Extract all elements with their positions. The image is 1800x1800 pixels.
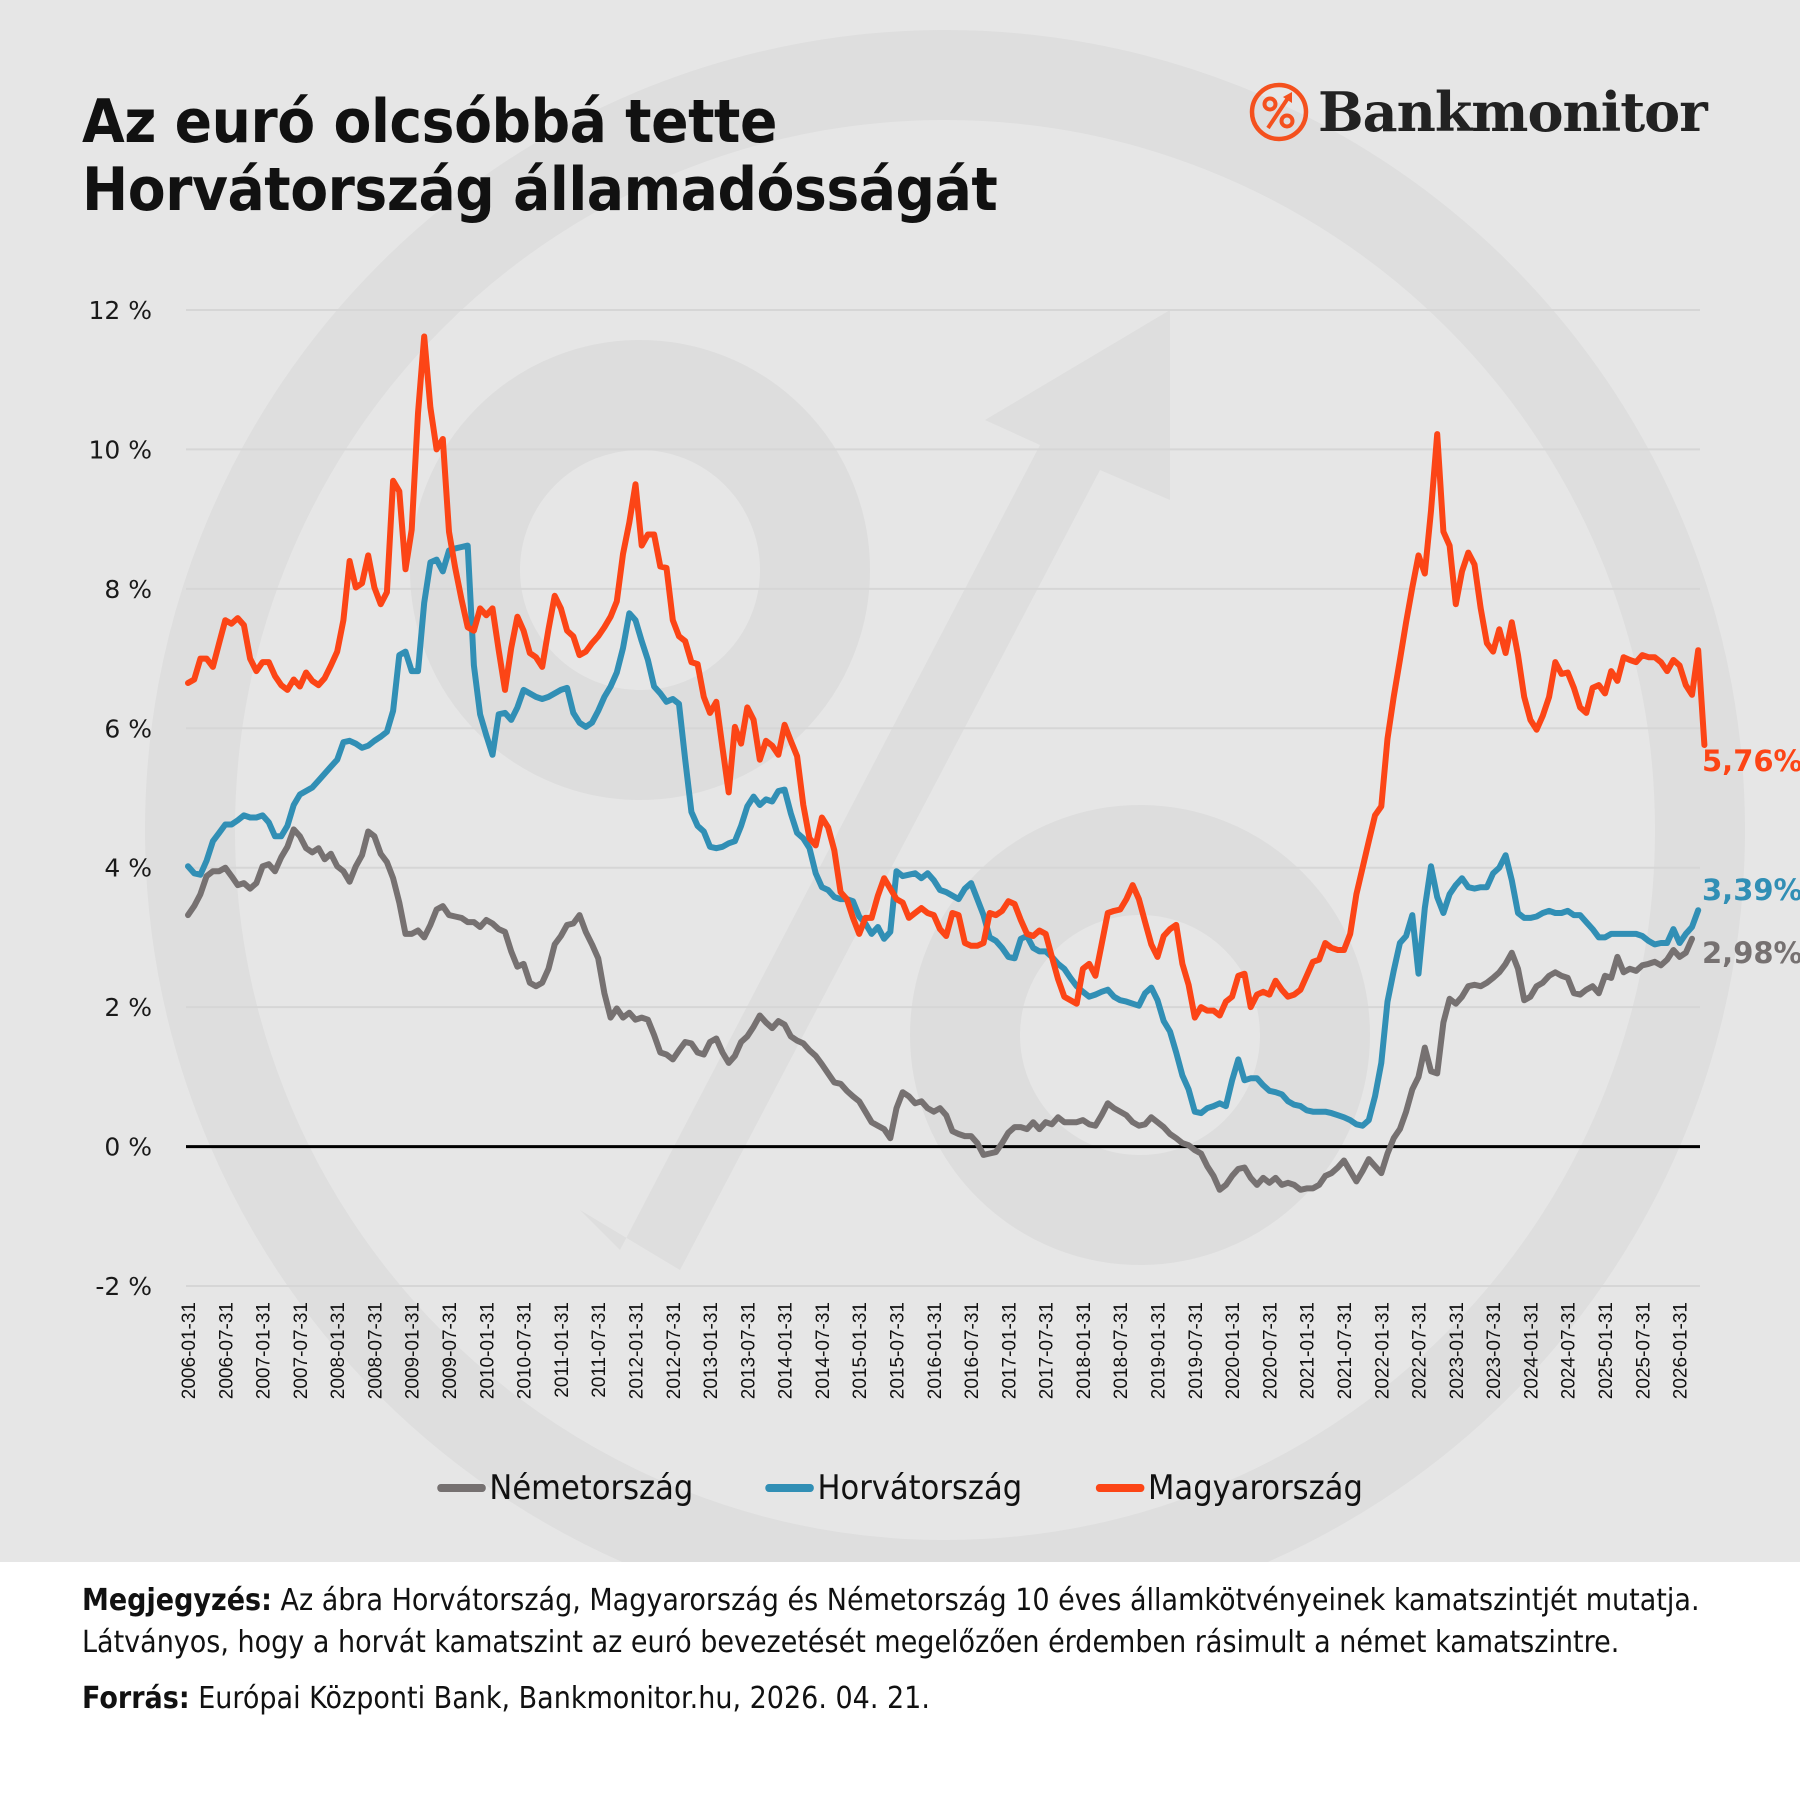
- x-tick-label: 2019-07-31: [1186, 1302, 1207, 1399]
- x-tick-label: 2025-07-31: [1633, 1302, 1654, 1399]
- line-chart: -2 %0 %2 %4 %6 %8 %10 %12 % 2006-01-31 20…: [88, 296, 1800, 1399]
- brand-logo: Bankmonitor: [1248, 74, 1708, 150]
- end-label-magyarország: 5,76%: [1702, 744, 1800, 778]
- x-tick-label: 2025-01-31: [1596, 1302, 1617, 1399]
- legend-item-croatia[interactable]: Horvátország: [765, 1468, 1022, 1508]
- x-tick-label: 2014-07-31: [813, 1302, 834, 1399]
- legend-swatch-germany: [436, 1484, 486, 1492]
- watermark-percent-icon: [0, 0, 1800, 1562]
- end-label-horvátország: 3,39%: [1702, 873, 1800, 907]
- series-line-horvátország: [185, 542, 1702, 1129]
- x-tick-label: 2026-01-31: [1671, 1302, 1692, 1399]
- legend-item-germany[interactable]: Németország: [436, 1468, 693, 1508]
- note-text: Az ábra Horvátország, Magyarország és Né…: [82, 1583, 1700, 1660]
- y-tick-label: -2 %: [95, 1272, 152, 1301]
- series-line-magyarország: [185, 333, 1708, 1021]
- legend-swatch-croatia: [765, 1484, 815, 1492]
- x-tick-label: 2022-01-31: [1372, 1302, 1393, 1399]
- y-tick-label: 8 %: [104, 575, 152, 604]
- x-tick-label: 2020-07-31: [1260, 1302, 1281, 1399]
- x-tick-label: 2007-07-31: [291, 1302, 312, 1399]
- x-tick-label: 2024-07-31: [1559, 1302, 1580, 1399]
- x-tick-label: 2007-01-31: [254, 1302, 275, 1399]
- x-tick-label: 2016-01-31: [925, 1302, 946, 1399]
- percent-arrow-circle-icon: [1249, 82, 1309, 142]
- x-axis: 2006-01-31 2006-07-31 2007-01-31 2007-07-31…: [179, 1302, 1692, 1399]
- legend: Németország Horvátország Magyarország: [0, 1468, 1800, 1508]
- source-paragraph: Forrás: Európai Központi Bank, Bankmonit…: [82, 1678, 1702, 1720]
- x-tick-label: 2013-01-31: [701, 1302, 722, 1399]
- series-line-németország: [185, 826, 1695, 1193]
- y-axis: -2 % 0 % 2 % 4 % 6 % 8 % 10 % 12 %: [88, 296, 152, 1301]
- page-title: Az euró olcsóbbá tette Horvátország álla…: [82, 87, 998, 225]
- end-label-németország: 2,98%: [1702, 936, 1800, 970]
- x-tick-label: 2010-01-31: [477, 1302, 498, 1399]
- x-tick-label: 2017-01-31: [999, 1302, 1020, 1399]
- series-lines: [185, 333, 1708, 1193]
- y-tick-label: 0 %: [104, 1133, 152, 1162]
- title-line-1: Az euró olcsóbbá tette: [82, 87, 777, 157]
- x-tick-label: 2018-01-31: [1074, 1302, 1095, 1399]
- note-paragraph: Megjegyzés: Az ábra Horvátország, Magyar…: [82, 1580, 1702, 1664]
- legend-label: Németország: [489, 1468, 693, 1508]
- y-tick-label: 4 %: [104, 854, 152, 883]
- legend-label: Magyarország: [1147, 1468, 1363, 1508]
- x-tick-label: 2024-01-31: [1521, 1302, 1542, 1399]
- legend-item-hungary[interactable]: Magyarország: [1095, 1468, 1362, 1508]
- x-tick-label: 2012-01-31: [626, 1302, 647, 1399]
- x-tick-label: 2011-01-31: [552, 1302, 573, 1398]
- source-text: Európai Központi Bank, Bankmonitor.hu, 2…: [198, 1681, 930, 1716]
- x-tick-label: 2021-07-31: [1335, 1302, 1356, 1399]
- legend-swatch-hungary: [1095, 1484, 1145, 1492]
- x-tick-label: 2023-07-31: [1484, 1302, 1505, 1399]
- x-tick-label: 2012-07-31: [664, 1302, 685, 1399]
- x-tick-label: 2008-07-31: [365, 1302, 386, 1399]
- x-tick-label: 2006-01-31: [179, 1302, 200, 1399]
- x-tick-label: 2015-01-31: [850, 1302, 871, 1399]
- x-tick-label: 2023-01-31: [1447, 1302, 1468, 1399]
- x-tick-label: 2011-07-31: [589, 1302, 610, 1398]
- x-tick-label: 2020-01-31: [1223, 1302, 1244, 1399]
- x-tick-label: 2022-07-31: [1410, 1302, 1431, 1399]
- end-labels: 2,98% 3,39% 5,76%: [1702, 744, 1800, 970]
- x-tick-label: 2008-01-31: [328, 1302, 349, 1399]
- chart-panel: Az euró olcsóbbá tette Horvátország álla…: [0, 0, 1800, 1562]
- brand-name: Bankmonitor: [1318, 80, 1708, 144]
- x-tick-label: 2016-07-31: [962, 1302, 983, 1399]
- x-tick-label: 2019-01-31: [1149, 1302, 1170, 1399]
- y-tick-label: 6 %: [104, 714, 152, 743]
- x-tick-label: 2009-07-31: [440, 1302, 461, 1399]
- y-tick-label: 2 %: [104, 993, 152, 1022]
- title-line-2: Horvátország államadósságát: [82, 155, 998, 225]
- x-tick-label: 2017-07-31: [1037, 1302, 1058, 1399]
- x-tick-label: 2006-07-31: [216, 1302, 237, 1399]
- note-label: Megjegyzés:: [82, 1583, 272, 1618]
- x-tick-label: 2009-01-31: [403, 1302, 424, 1399]
- x-tick-label: 2018-07-31: [1111, 1302, 1132, 1399]
- x-tick-label: 2015-07-31: [887, 1302, 908, 1399]
- footnotes: Megjegyzés: Az ábra Horvátország, Magyar…: [82, 1580, 1702, 1734]
- legend-label: Horvátország: [817, 1468, 1023, 1508]
- x-tick-label: 2021-01-31: [1298, 1302, 1319, 1399]
- gridlines: [186, 309, 1700, 1287]
- x-tick-label: 2010-07-31: [515, 1302, 536, 1399]
- x-tick-label: 2014-01-31: [776, 1302, 797, 1399]
- x-tick-label: 2013-07-31: [738, 1302, 759, 1399]
- y-tick-label: 10 %: [88, 435, 152, 464]
- y-tick-label: 12 %: [88, 296, 152, 325]
- source-label: Forrás:: [82, 1681, 190, 1716]
